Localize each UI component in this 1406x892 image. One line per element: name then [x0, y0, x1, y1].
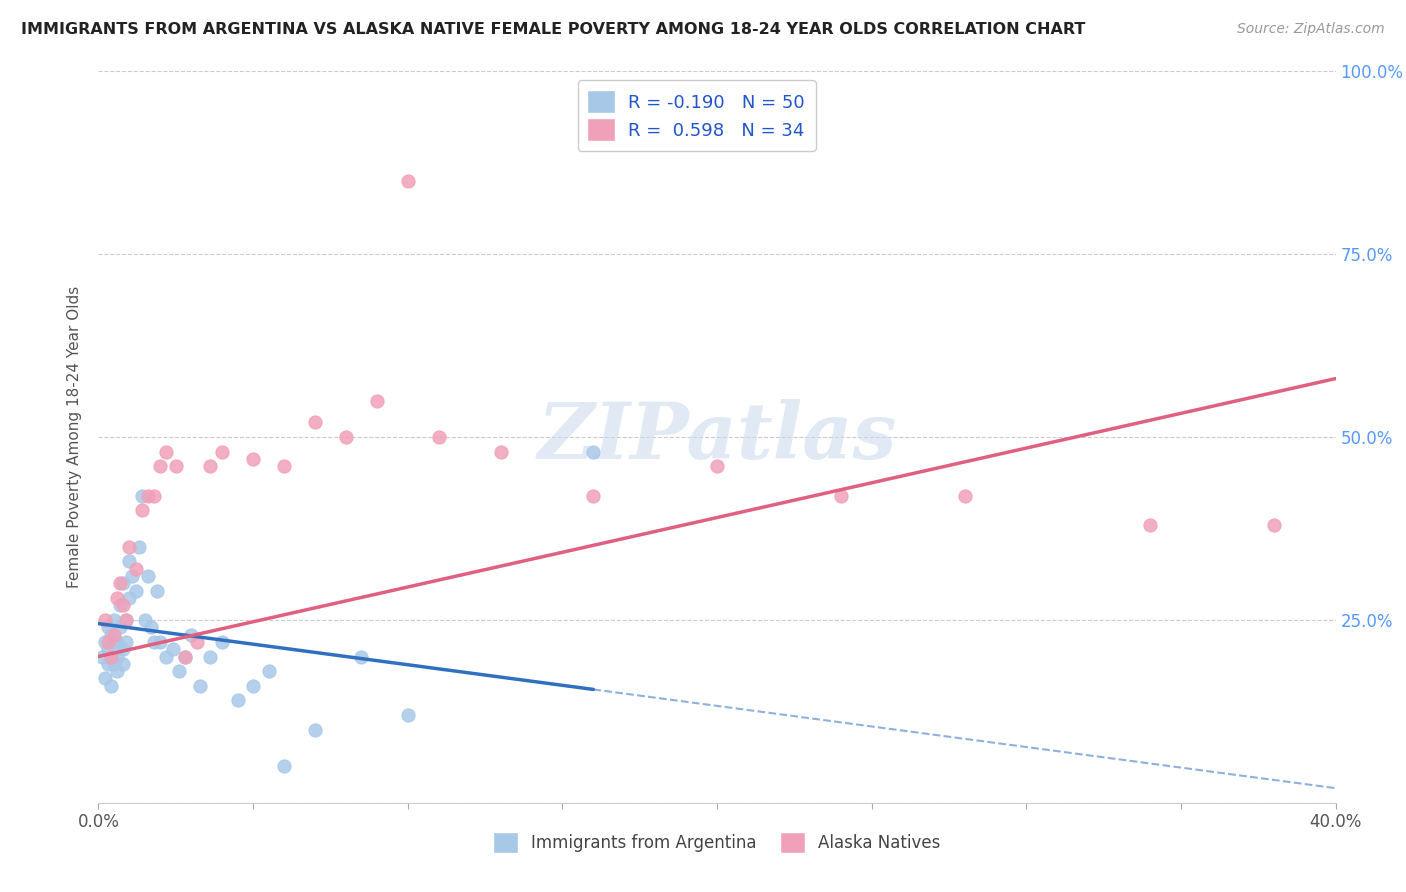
Point [155, 444, 177, 458]
Point [162, 642, 184, 657]
Point [118, 540, 141, 554]
Text: IMMIGRANTS FROM ARGENTINA VS ALASKA NATIVE FEMALE POVERTY AMONG 18-24 YEAR OLDS : IMMIGRANTS FROM ARGENTINA VS ALASKA NATI… [21, 22, 1085, 37]
Point [115, 613, 138, 627]
Point [97, 642, 120, 657]
Point [115, 613, 138, 627]
Point [350, 649, 373, 664]
Point [489, 444, 512, 458]
Point [103, 627, 125, 641]
Point [211, 635, 233, 649]
Point [103, 657, 125, 671]
Point [105, 649, 128, 664]
Point [108, 576, 131, 591]
Point [582, 444, 605, 458]
Point [105, 635, 128, 649]
Point [136, 569, 159, 583]
Point [582, 489, 605, 503]
Point [100, 679, 122, 693]
Point [112, 642, 135, 657]
Point [112, 599, 135, 613]
Point [100, 649, 122, 664]
Point [115, 635, 138, 649]
Legend: Immigrants from Argentina, Alaska Natives: Immigrants from Argentina, Alaska Native… [485, 824, 949, 860]
Point [830, 489, 852, 503]
Point [100, 627, 122, 641]
Point [180, 627, 202, 641]
Point [131, 489, 153, 503]
Point [105, 664, 128, 678]
Point [953, 489, 976, 503]
Point [131, 503, 153, 517]
Point [118, 554, 141, 568]
Point [174, 649, 197, 664]
Point [273, 459, 295, 474]
Point [149, 635, 172, 649]
Point [304, 416, 326, 430]
Point [93, 613, 115, 627]
Point [143, 489, 166, 503]
Point [1139, 517, 1161, 532]
Point [335, 430, 357, 444]
Point [103, 613, 125, 627]
Point [112, 657, 135, 671]
Point [105, 591, 128, 605]
Text: Source: ZipAtlas.com: Source: ZipAtlas.com [1237, 22, 1385, 37]
Point [93, 672, 115, 686]
Y-axis label: Female Poverty Among 18-24 Year Olds: Female Poverty Among 18-24 Year Olds [67, 286, 83, 588]
Point [146, 583, 169, 598]
Point [118, 591, 141, 605]
Point [396, 708, 419, 723]
Point [90, 649, 112, 664]
Point [304, 723, 326, 737]
Point [121, 569, 143, 583]
Point [112, 576, 135, 591]
Point [167, 664, 190, 678]
Point [97, 635, 120, 649]
Point [143, 635, 166, 649]
Point [366, 393, 388, 408]
Point [396, 174, 419, 188]
Point [128, 540, 150, 554]
Point [97, 657, 120, 671]
Point [149, 459, 172, 474]
Point [124, 583, 146, 598]
Point [242, 679, 264, 693]
Point [155, 649, 177, 664]
Point [174, 649, 197, 664]
Text: ZIPatlas: ZIPatlas [537, 399, 897, 475]
Point [706, 459, 728, 474]
Point [226, 693, 249, 707]
Point [273, 759, 295, 773]
Point [134, 613, 156, 627]
Point [211, 444, 233, 458]
Point [97, 620, 120, 634]
Point [190, 679, 212, 693]
Point [427, 430, 450, 444]
Point [136, 489, 159, 503]
Point [198, 649, 221, 664]
Point [165, 459, 187, 474]
Point [139, 620, 162, 634]
Point [124, 562, 146, 576]
Point [1263, 517, 1285, 532]
Point [242, 452, 264, 467]
Point [93, 635, 115, 649]
Point [108, 599, 131, 613]
Point [186, 635, 208, 649]
Point [108, 620, 131, 634]
Point [103, 635, 125, 649]
Point [100, 649, 122, 664]
Point [257, 664, 280, 678]
Point [198, 459, 221, 474]
